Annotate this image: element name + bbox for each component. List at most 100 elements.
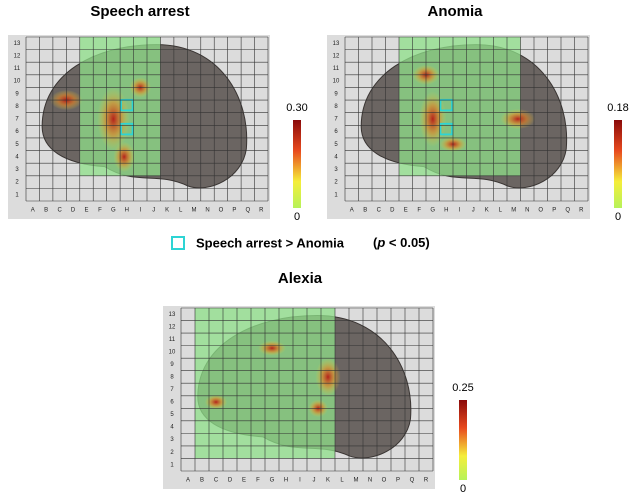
heat-spot (500, 108, 536, 130)
column-label: G (270, 478, 275, 484)
colorbar (459, 400, 467, 480)
row-label: 5 (334, 142, 338, 148)
column-label: H (444, 208, 448, 214)
column-label: Q (565, 208, 570, 214)
colorbar-max: 0.25 (452, 382, 473, 394)
row-label: 2 (170, 450, 174, 456)
panel-title: Anomia (427, 3, 483, 20)
row-label: 10 (333, 79, 340, 85)
column-label: L (340, 478, 344, 484)
column-label: N (525, 208, 529, 214)
column-label: F (98, 208, 102, 214)
column-label: O (538, 208, 543, 214)
column-label: O (219, 208, 224, 214)
heat-spot (113, 141, 135, 172)
column-label: G (111, 208, 116, 214)
row-label: 11 (169, 337, 176, 343)
panel-title: Speech arrest (90, 3, 189, 20)
row-label: 7 (334, 117, 338, 123)
column-label: C (57, 208, 62, 214)
column-label: C (214, 478, 219, 484)
colorbar-min: 0 (615, 211, 621, 223)
row-label: 12 (333, 54, 340, 60)
panel-title: Alexia (278, 270, 323, 287)
row-label: 8 (170, 375, 174, 381)
row-label: 1 (334, 192, 338, 198)
colorbar-min: 0 (460, 483, 466, 494)
row-label: 5 (15, 142, 19, 148)
column-label: J (313, 478, 316, 484)
row-label: 7 (170, 387, 174, 393)
row-label: 4 (15, 154, 19, 160)
row-label: 13 (14, 41, 21, 47)
heat-spot (204, 394, 228, 410)
column-label: A (186, 478, 190, 484)
row-label: 12 (169, 324, 176, 330)
legend-label: Speech arrest > Anomia (196, 235, 345, 250)
column-label: M (511, 208, 516, 214)
row-label: 2 (334, 180, 338, 186)
column-label: N (205, 208, 209, 214)
heat-spot (258, 340, 286, 356)
row-label: 2 (15, 180, 19, 186)
column-label: H (125, 208, 129, 214)
column-label: D (390, 208, 395, 214)
column-label: A (31, 208, 35, 214)
column-label: D (228, 478, 233, 484)
row-label: 10 (169, 349, 176, 355)
significance-box (439, 122, 453, 136)
row-label: 6 (15, 129, 19, 135)
column-label: F (256, 478, 260, 484)
row-label: 12 (14, 54, 21, 60)
row-label: 4 (334, 154, 338, 160)
heat-spot (315, 358, 341, 396)
column-label: C (377, 208, 382, 214)
row-label: 5 (170, 412, 174, 418)
legend-note: (p < 0.05) (373, 235, 430, 250)
column-label: E (404, 208, 408, 214)
row-label: 6 (334, 129, 338, 135)
column-label: J (152, 208, 155, 214)
column-label: O (382, 478, 387, 484)
colorbar (614, 120, 622, 208)
column-label: I (139, 208, 141, 214)
column-label: R (259, 208, 264, 214)
row-label: 7 (15, 117, 19, 123)
column-label: J (472, 208, 475, 214)
row-label: 3 (15, 167, 19, 173)
column-label: H (284, 478, 288, 484)
colorbar-min: 0 (294, 211, 300, 223)
column-label: P (396, 478, 400, 484)
row-label: 1 (15, 192, 19, 198)
row-label: 1 (170, 462, 174, 468)
column-label: B (200, 478, 204, 484)
column-label: R (424, 478, 429, 484)
column-label: K (485, 208, 489, 214)
column-label: K (326, 478, 330, 484)
column-label: A (350, 208, 354, 214)
heat-spot (97, 87, 130, 151)
column-label: K (165, 208, 169, 214)
column-label: M (192, 208, 197, 214)
column-label: G (430, 208, 435, 214)
column-label: R (579, 208, 584, 214)
row-label: 9 (15, 91, 19, 97)
row-label: 11 (333, 66, 340, 72)
heat-overlay (399, 37, 521, 176)
column-label: I (299, 478, 301, 484)
column-label: P (552, 208, 556, 214)
column-label: E (242, 478, 246, 484)
column-label: Q (410, 478, 415, 484)
row-label: 3 (170, 437, 174, 443)
row-label: 3 (334, 167, 338, 173)
column-label: M (354, 478, 359, 484)
column-label: E (84, 208, 88, 214)
colorbar-max: 0.18 (607, 102, 628, 114)
column-label: N (368, 478, 372, 484)
colorbar (293, 120, 301, 208)
column-label: D (71, 208, 76, 214)
row-label: 8 (15, 104, 19, 110)
row-label: 9 (334, 91, 338, 97)
row-label: 13 (333, 41, 340, 47)
